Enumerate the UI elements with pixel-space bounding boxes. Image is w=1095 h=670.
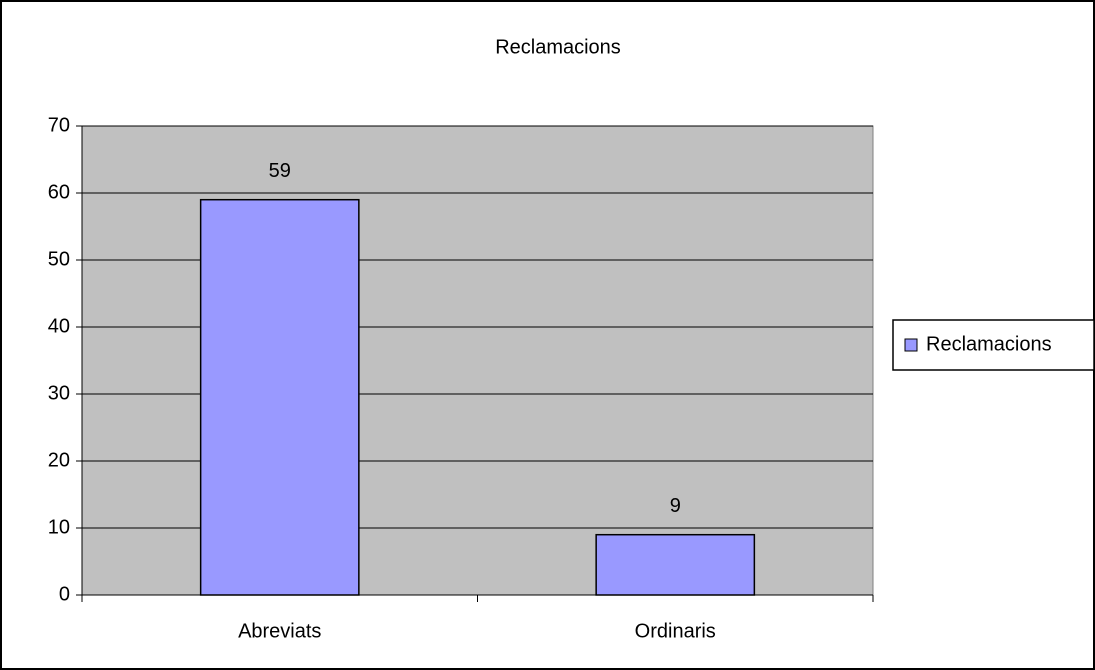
bar	[199, 198, 360, 596]
y-tick-label: 70	[48, 114, 70, 136]
legend-swatch	[904, 338, 918, 352]
bar	[595, 533, 756, 596]
y-tick-label: 40	[48, 315, 70, 337]
y-tick-label: 30	[48, 382, 70, 404]
legend-box	[892, 319, 1095, 371]
y-tick-label: 10	[48, 516, 70, 538]
y-tick-label: 60	[48, 181, 70, 203]
data-label: 59	[269, 160, 291, 182]
y-tick-label: 20	[48, 449, 70, 471]
legend-label: Reclamacions	[926, 333, 1052, 355]
x-tick-label: Abreviats	[238, 620, 321, 642]
y-tick-label: 50	[48, 248, 70, 270]
data-label: 9	[670, 495, 681, 517]
chart-title: Reclamacions	[495, 36, 621, 58]
x-tick-label: Ordinaris	[635, 620, 716, 642]
y-tick-label: 0	[59, 583, 70, 605]
